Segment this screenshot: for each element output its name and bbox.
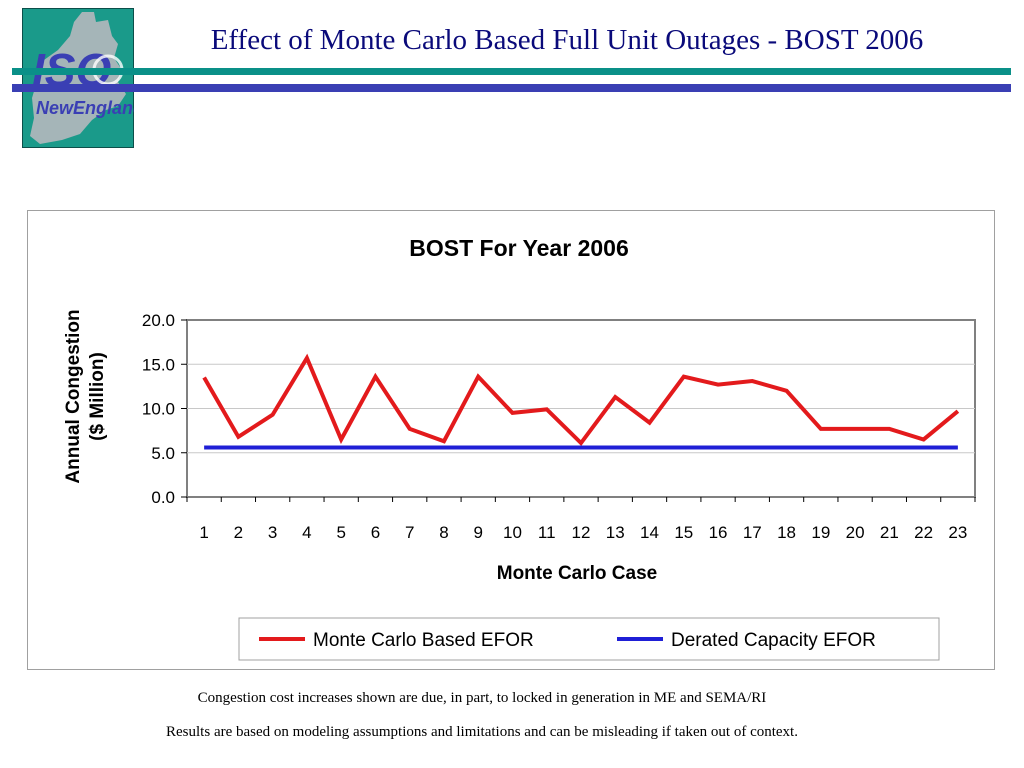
x-tick-label: 1	[199, 523, 208, 542]
legend-label-1: Monte Carlo Based EFOR	[313, 630, 534, 651]
x-tick-label: 9	[473, 523, 482, 542]
y-axis-title: Annual Congestion ($ Million)	[63, 309, 108, 483]
x-tick-label: 14	[640, 523, 659, 542]
x-tick-label: 22	[914, 523, 933, 542]
x-tick-label: 10	[503, 523, 522, 542]
header-band-teal	[12, 68, 1011, 75]
chart-frame: BOST For Year 2006 0.0 5.0 10.0 15.0 20.0 1 2 3 4…	[27, 210, 995, 670]
y-tick-label: 15.0	[142, 355, 175, 374]
slide-title: Effect of Monte Carlo Based Full Unit Ou…	[210, 24, 924, 56]
x-tick-label: 18	[777, 523, 796, 542]
x-tick-label: 19	[811, 523, 830, 542]
x-tick-label: 3	[268, 523, 277, 542]
y-tick-label: 0.0	[151, 488, 175, 507]
y-tick-label: 20.0	[142, 311, 175, 330]
x-tick-label: 4	[302, 523, 311, 542]
chart-title: BOST For Year 2006	[409, 235, 628, 261]
footnote-congestion: Congestion cost increases shown are due,…	[197, 690, 767, 706]
x-tick-label: 20	[846, 523, 865, 542]
legend-label-2: Derated Capacity EFOR	[671, 630, 876, 651]
x-axis-title: Monte Carlo Case	[497, 563, 657, 584]
x-tick-label: 6	[371, 523, 380, 542]
x-tick-label: 16	[709, 523, 728, 542]
x-tick-label: 12	[572, 523, 591, 542]
y-tick-label: 10.0	[142, 400, 175, 419]
footnote-disclaimer: Results are based on modeling assumption…	[166, 724, 798, 740]
x-tick-label: 15	[674, 523, 693, 542]
x-tick-label: 13	[606, 523, 625, 542]
x-tick-label: 5	[336, 523, 345, 542]
x-tick-label: 11	[538, 523, 556, 542]
x-tick-label: 23	[948, 523, 967, 542]
x-tick-label: 17	[743, 523, 762, 542]
y-tick-label: 5.0	[151, 444, 175, 463]
legend-box	[238, 617, 940, 661]
y-axis-title-line: Annual Congestion	[63, 309, 84, 483]
header-band-blue	[12, 84, 1011, 92]
iso-new-england-logo: ISO NewEngland	[22, 8, 134, 148]
x-tick-label: 7	[405, 523, 414, 542]
x-tick-label: 21	[880, 523, 899, 542]
x-tick-label: 2	[234, 523, 243, 542]
y-axis-title-line: ($ Million)	[87, 352, 108, 441]
logo-newengland-text: NewEngland	[36, 98, 134, 118]
x-tick-label: 8	[439, 523, 448, 542]
